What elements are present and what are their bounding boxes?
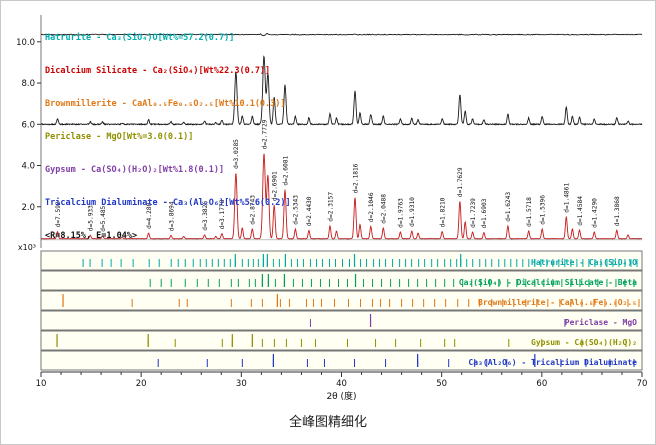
peak-d-label: d=3.0285 — [233, 139, 240, 169]
observed-bottom-overlay — [40, 153, 643, 240]
y-tick-label: 2.0 — [21, 203, 35, 213]
y-tick-label: 4.0 — [21, 162, 35, 172]
xrd-plot: d=7.592 d=5.933 d=5.485 d=4.280 d=3.8694 d=3.… — [16, 15, 648, 402]
x-tick-label: 40 — [336, 379, 347, 389]
y-tick-label: 6.0 — [21, 120, 35, 130]
peak-d-label: d=2.7729 — [261, 119, 268, 149]
x-tick-label: 60 — [536, 379, 547, 389]
y-tick-label: 10.0 — [16, 38, 35, 48]
peak-d-label: d=7.592 — [55, 201, 62, 227]
peak-d-label: d=2.8743 — [250, 195, 257, 225]
x-axis-title: 2θ (度) — [326, 390, 356, 402]
x-tick-label: 20 — [136, 379, 147, 389]
peak-d-label: d=4.280 — [146, 203, 153, 229]
peak-d-label: d=1.6243 — [505, 192, 512, 222]
phase-row — [40, 270, 643, 291]
phase-row-label: Gypsum - Ca(SO₄)(H₂O)₂ — [531, 338, 637, 347]
peak-d-label: d=1.8210 — [440, 197, 447, 227]
peak-d-label: d=3.1778 — [219, 199, 226, 229]
peak-d-label: d=1.9763 — [398, 198, 405, 228]
phase-row-label: Ca₃(Al₂O₆) - Tricalcium Dialuminate — [468, 357, 637, 367]
peak-d-label: d=1.9310 — [409, 197, 416, 227]
x-tick-label: 70 — [637, 379, 648, 389]
peak-d-label: d=1.5718 — [526, 197, 533, 227]
peak-d-label: d=2.3157 — [327, 192, 334, 222]
peak-d-label: d=3.3826 — [202, 201, 209, 231]
peak-d-label: d=5.485 — [100, 205, 107, 231]
peak-d-label: d=1.4584 — [577, 196, 584, 226]
peak-d-label: d=5.933 — [88, 205, 95, 231]
peak-d-label: d=3.8694 — [168, 201, 175, 231]
calculated-curve — [41, 153, 642, 240]
peak-d-label: d=1.4861 — [564, 183, 571, 213]
x-tick-label: 30 — [236, 379, 247, 389]
peak-d-label: d=1.6903 — [481, 198, 488, 228]
phase-row-label: Periclase - MgO — [565, 317, 637, 327]
x-tick-label: 10 — [36, 379, 47, 389]
phase-row-label: Brownmillerite - CaAl₀.₅Fe₀.₅O₂.₅ — [478, 297, 637, 307]
peak-d-label: d=2.0488 — [381, 194, 388, 224]
difference-curve — [40, 33, 643, 37]
phase-row-label: Hatrurite - Ca₃(SiO₄)O — [531, 257, 637, 267]
chart-caption: 全峰图精细化 — [288, 415, 367, 430]
peak-d-label: d=1.3868 — [614, 196, 621, 226]
y-tick-label: 8.0 — [21, 79, 35, 89]
peak-d-label: d=1.5396 — [540, 195, 547, 225]
phase-row-label: Ca₂(SiO₄) - Dicalcium Silicate - Beta — [459, 277, 637, 287]
peak-d-label: d=2.6901 — [272, 171, 279, 201]
y-multiplier-label: x10³ — [18, 243, 36, 252]
x-tick-label: 50 — [436, 379, 447, 389]
peak-d-label: d=1.4290 — [592, 198, 599, 228]
peak-d-label: d=2.1046 — [368, 192, 375, 222]
peak-d-label: d=2.6081 — [282, 156, 289, 186]
phase-row — [40, 330, 643, 351]
peak-d-label: d=2.5343 — [293, 195, 300, 225]
observed-curve — [40, 55, 643, 126]
peak-d-label: d=2.4430 — [306, 196, 313, 226]
peak-d-label: d=1.7239 — [470, 198, 477, 228]
phase-row — [40, 310, 643, 331]
phase-row — [40, 350, 643, 371]
peak-d-label: d=2.1816 — [352, 163, 359, 193]
peak-d-label: d=1.7629 — [457, 167, 464, 197]
